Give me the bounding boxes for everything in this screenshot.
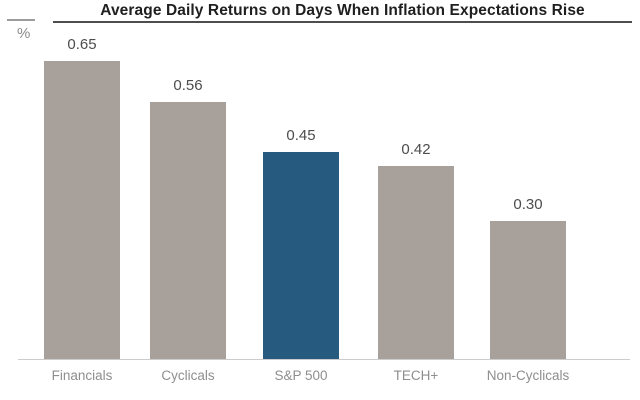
title-underline-left-segment: [7, 19, 35, 21]
category-label-financials: Financials: [51, 368, 113, 383]
chart-title: Average Daily Returns on Days When Infla…: [53, 3, 632, 23]
value-label-tech: 0.42: [401, 141, 431, 158]
y-axis-unit-label: %: [17, 25, 31, 42]
category-label-tech: TECH+: [393, 368, 439, 383]
category-label-s-p-500: S&P 500: [274, 368, 328, 383]
bar-non-cyclicals: [490, 221, 566, 359]
bar-s-p-500: [263, 152, 339, 359]
value-label-non-cyclicals: 0.30: [513, 196, 543, 213]
category-label-non-cyclicals: Non-Cyclicals: [486, 368, 570, 383]
value-label-cyclicals: 0.56: [173, 77, 203, 94]
value-label-financials: 0.65: [67, 36, 97, 53]
value-label-s-p-500: 0.45: [286, 127, 316, 144]
category-label-cyclicals: Cyclicals: [161, 368, 215, 383]
x-axis-baseline: [18, 359, 630, 360]
bar-financials: [44, 61, 120, 359]
bar-tech: [378, 166, 454, 359]
bar-cyclicals: [150, 102, 226, 359]
